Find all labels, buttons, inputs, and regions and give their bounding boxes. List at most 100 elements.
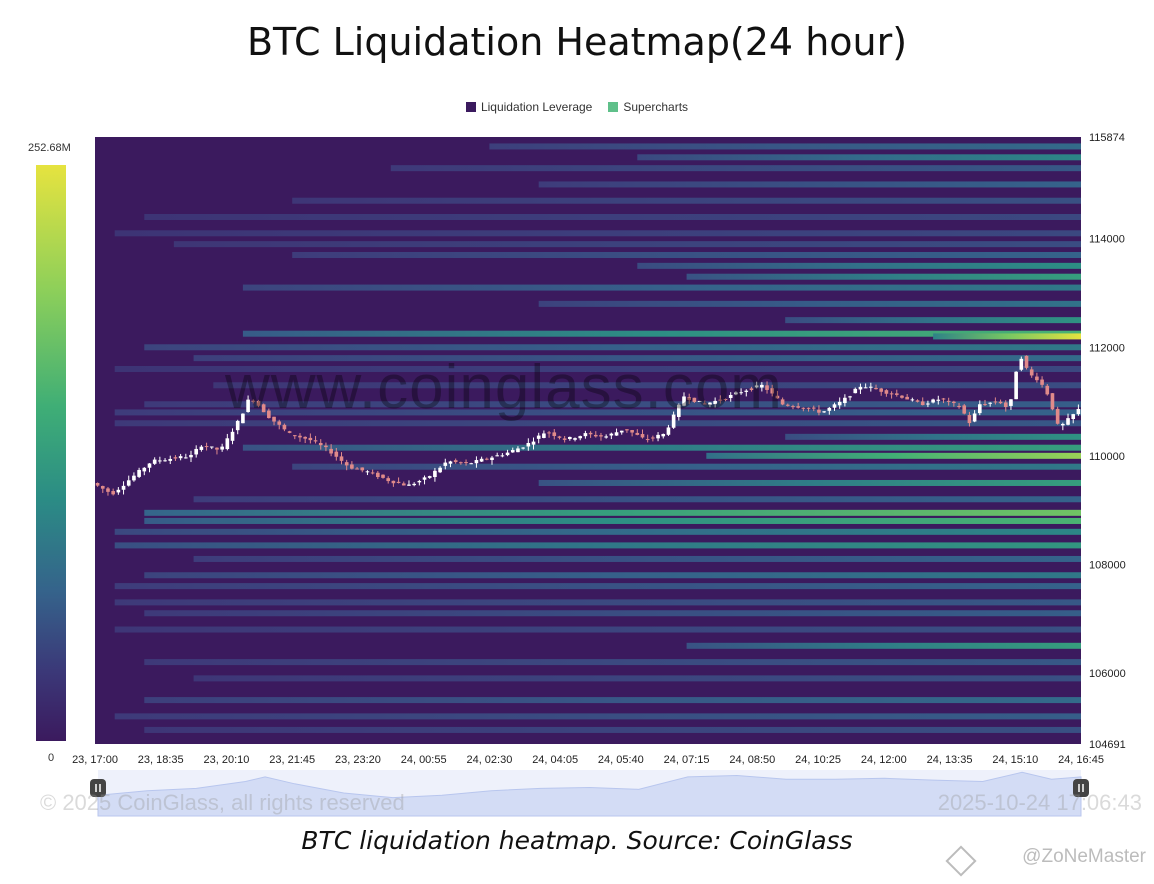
- candle-body: [988, 402, 993, 404]
- candle-body: [126, 480, 131, 486]
- legend-item-supercharts[interactable]: Supercharts: [608, 100, 688, 114]
- candle-body: [915, 400, 920, 402]
- heatmap-band: [242, 284, 1081, 291]
- candle-body: [137, 469, 141, 477]
- candle-body: [469, 463, 474, 465]
- candle-body: [718, 399, 723, 401]
- candle-body: [583, 433, 588, 437]
- candle-body: [702, 403, 707, 405]
- heatmap-band: [686, 273, 1081, 280]
- candle-body: [671, 414, 676, 428]
- heatmap-band: [538, 300, 1081, 307]
- candle-body: [568, 436, 572, 440]
- candle-body: [448, 461, 453, 464]
- candle-body: [277, 421, 282, 425]
- x-tick-label: 24, 08:50: [729, 754, 775, 766]
- candle-body: [459, 462, 463, 464]
- candle-body: [869, 386, 873, 388]
- candle-body: [225, 438, 230, 450]
- y-tick-label: 108000: [1089, 559, 1126, 571]
- heatmap-band: [292, 197, 1081, 204]
- candle-body: [106, 488, 110, 492]
- candle-body: [1003, 402, 1008, 407]
- candle-body: [889, 393, 894, 395]
- candle-body: [261, 404, 266, 413]
- candle-body: [967, 415, 972, 424]
- candle-body: [1050, 393, 1055, 410]
- heatmap-band: [144, 401, 1082, 408]
- heatmap-band: [242, 330, 1081, 337]
- candle-body: [1045, 385, 1050, 395]
- candle-body: [822, 411, 826, 413]
- candle-body: [479, 458, 484, 462]
- x-tick-label: 24, 13:35: [927, 754, 973, 766]
- x-tick-label: 24, 04:05: [532, 754, 578, 766]
- heatmap-band: [933, 333, 1081, 340]
- candle-body: [952, 401, 956, 404]
- heatmap-band: [114, 409, 1082, 416]
- candle-body: [152, 459, 157, 464]
- candle-body: [635, 432, 640, 435]
- x-tick-label: 24, 00:55: [401, 754, 447, 766]
- heatmap-band: [114, 528, 1082, 535]
- candle-body: [604, 436, 608, 438]
- candle-body: [983, 404, 987, 406]
- candle-body: [199, 446, 204, 450]
- candle-body: [557, 436, 562, 438]
- candle-body: [676, 404, 681, 417]
- candle-body: [246, 399, 250, 413]
- legend-item-liquidation-leverage[interactable]: Liquidation Leverage: [465, 100, 592, 114]
- heatmap-band: [193, 675, 1082, 682]
- candle-body: [204, 446, 209, 448]
- candle-body: [360, 467, 365, 471]
- candle-body: [516, 448, 520, 453]
- heatmap-band: [637, 262, 1081, 269]
- candle-body: [183, 457, 188, 459]
- candle-body: [298, 435, 302, 438]
- candle-body: [760, 384, 764, 388]
- heatmap-band: [114, 583, 1082, 590]
- navigator-handle-left[interactable]: [90, 779, 106, 797]
- heatmap-background: [95, 137, 1081, 744]
- candle-body: [194, 448, 199, 455]
- heatmap-band: [144, 572, 1082, 579]
- candle-body: [713, 400, 717, 405]
- candle-body: [619, 430, 624, 433]
- caption: BTC liquidation heatmap. Source: CoinGla…: [301, 826, 853, 855]
- candle-body: [1040, 379, 1044, 385]
- candle-body: [407, 484, 411, 486]
- candle-body: [401, 483, 406, 486]
- candle-body: [521, 447, 525, 449]
- candle-body: [687, 397, 692, 400]
- candle-body: [796, 406, 800, 408]
- heatmap-band: [193, 555, 1082, 562]
- candle-body: [552, 432, 557, 436]
- colorbar: [36, 165, 66, 741]
- candle-body: [905, 396, 909, 400]
- candle-body: [313, 440, 318, 442]
- x-tick-label: 23, 18:35: [138, 754, 184, 766]
- candle-body: [806, 407, 811, 409]
- candle-body: [433, 470, 437, 478]
- candle-body: [95, 483, 100, 486]
- candle-body: [941, 398, 946, 400]
- candle-body: [251, 400, 256, 402]
- candle-body: [651, 437, 655, 439]
- heatmap-band: [114, 230, 1082, 237]
- legend-label-supercharts: Supercharts: [623, 100, 689, 114]
- heatmap-band: [390, 165, 1081, 172]
- candle-body: [780, 399, 785, 405]
- heatmap-band: [193, 496, 1082, 503]
- x-tick-label: 24, 07:15: [664, 754, 710, 766]
- candle-body: [168, 458, 173, 461]
- candle-body: [111, 491, 115, 495]
- candle-body: [308, 437, 313, 441]
- heatmap-band: [706, 452, 1081, 459]
- candle-body: [526, 442, 531, 447]
- heatmap-band: [114, 420, 1082, 427]
- x-tick-label: 24, 10:25: [795, 754, 841, 766]
- candle-body: [370, 472, 375, 474]
- navigator-handle-right[interactable]: [1073, 779, 1089, 797]
- candle-body: [728, 394, 733, 398]
- candle-body: [230, 431, 235, 441]
